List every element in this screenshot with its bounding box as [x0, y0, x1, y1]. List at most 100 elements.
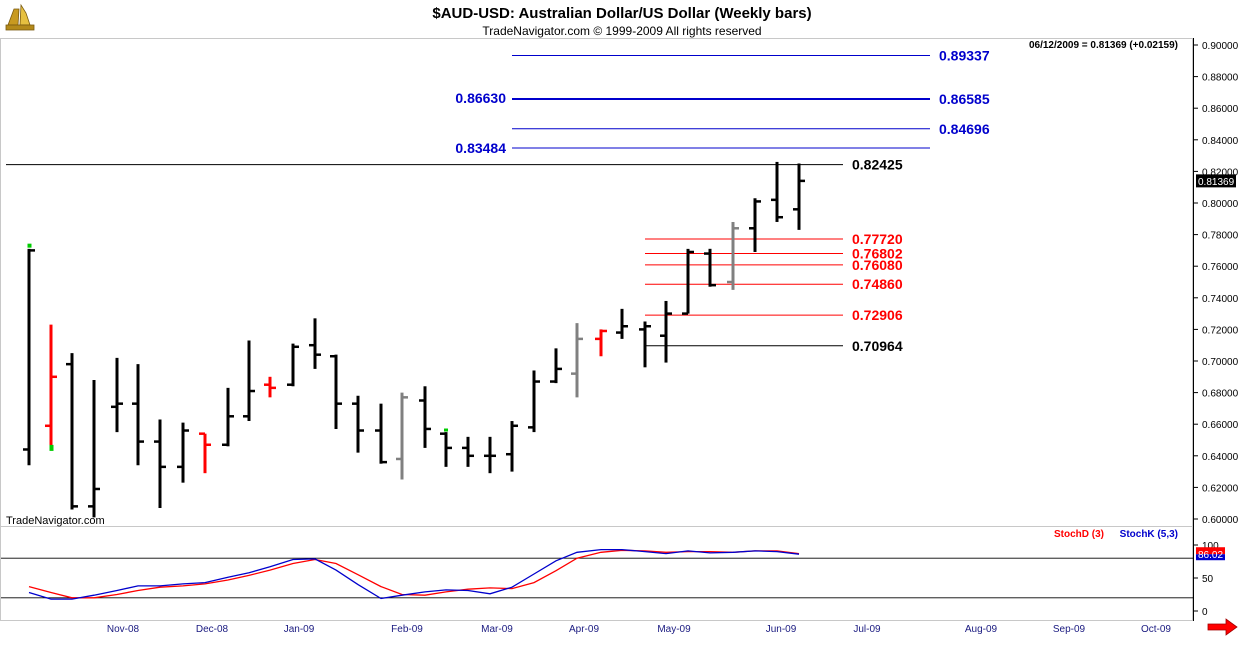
level-label: 0.86630 — [455, 90, 506, 106]
x-tick-label: Mar-09 — [481, 624, 513, 635]
ohlc-bar — [111, 357, 123, 433]
level-label: 0.76802 — [852, 246, 903, 262]
ohlc-bar — [528, 370, 540, 433]
copyright-text: TradeNavigator.com © 1999-2009 All right… — [482, 24, 761, 38]
stoch-series-line — [28, 548, 800, 600]
signal-marker — [27, 243, 32, 248]
ohlc-bar — [66, 353, 78, 510]
level-label: 0.77720 — [852, 231, 903, 247]
watermark-text: TradeNavigator.com — [6, 515, 105, 527]
scroll-right-arrow-icon[interactable] — [1207, 618, 1238, 636]
stoch-series-line — [28, 549, 800, 599]
stoch-y-tick-label: 50 — [1202, 574, 1214, 585]
ohlc-bar — [419, 386, 431, 448]
y-tick-label: 0.70000 — [1202, 357, 1239, 368]
level-label: 0.83484 — [455, 140, 506, 156]
stoch-y-tick-label: 100 — [1202, 541, 1219, 552]
x-tick-label: Apr-09 — [569, 624, 599, 635]
main-plot-frame — [0, 38, 1193, 527]
stoch-legend-k: StochK (5,3) — [1120, 529, 1178, 540]
y-tick-label: 0.86000 — [1202, 104, 1239, 115]
y-tick-label: 0.78000 — [1202, 231, 1239, 242]
ohlc-bar — [154, 419, 166, 508]
ohlc-bar — [571, 323, 583, 398]
x-tick-label: Oct-09 — [1141, 624, 1171, 635]
ohlc-bar — [727, 221, 739, 290]
y-tick-label: 0.60000 — [1202, 515, 1239, 526]
ohlc-bar — [396, 392, 408, 480]
stoch-last-value: 86.02 — [1198, 550, 1223, 561]
y-tick-label: 0.66000 — [1202, 420, 1239, 431]
ohlc-bar — [23, 248, 35, 466]
x-tick-label: Sep-09 — [1053, 624, 1086, 635]
logo-icon — [5, 3, 35, 31]
signal-marker — [49, 444, 54, 451]
stoch-last-box-bottom — [1196, 554, 1225, 561]
level-label: 0.74860 — [852, 276, 903, 292]
ohlc-bar — [222, 387, 234, 447]
x-tick-label: Jul-09 — [853, 624, 881, 635]
last-price-label: 0.81369 — [1198, 177, 1235, 188]
level-label: 0.84696 — [939, 121, 990, 137]
stoch-legend-d: StochD (3) — [1054, 529, 1104, 540]
stoch-plot-frame — [0, 526, 1193, 621]
ohlc-bar — [704, 248, 716, 287]
chart-title: $AUD-USD: Australian Dollar/US Dollar (W… — [432, 5, 811, 22]
x-tick-label: Aug-09 — [965, 624, 998, 635]
ohlc-bar — [375, 403, 387, 464]
ohlc-bar — [45, 324, 57, 448]
ohlc-bar — [177, 422, 189, 483]
x-tick-label: Dec-08 — [196, 624, 229, 635]
stoch-y-tick-label: 0 — [1202, 607, 1208, 618]
ohlc-bar — [309, 318, 321, 369]
ohlc-bar — [639, 321, 651, 368]
ohlc-bar — [243, 340, 255, 422]
ohlc-bar — [550, 348, 562, 384]
y-tick-label: 0.90000 — [1202, 41, 1239, 52]
ohlc-bar — [88, 379, 100, 518]
y-tick-label: 0.62000 — [1202, 483, 1239, 494]
level-label: 0.76080 — [852, 257, 903, 273]
ohlc-bar — [352, 395, 364, 453]
level-label: 0.86585 — [939, 91, 990, 107]
ohlc-bar — [682, 248, 694, 315]
y-tick-label: 0.84000 — [1202, 136, 1239, 147]
level-label: 0.70964 — [852, 338, 903, 354]
ohlc-bar — [595, 329, 607, 357]
ohlc-bar — [771, 161, 783, 222]
y-tick-label: 0.80000 — [1202, 199, 1239, 210]
ohlc-bar — [440, 432, 452, 467]
x-tick-label: May-09 — [657, 624, 691, 635]
level-label: 0.72906 — [852, 307, 903, 323]
y-tick-label: 0.74000 — [1202, 294, 1239, 305]
last-quote: 06/12/2009 = 0.81369 (+0.02159) — [1029, 40, 1178, 51]
x-tick-label: Jan-09 — [284, 624, 315, 635]
y-tick-label: 0.64000 — [1202, 452, 1239, 463]
ohlc-bar — [506, 421, 518, 472]
ohlc-bar — [132, 364, 144, 466]
level-label: 0.82425 — [852, 157, 903, 173]
y-tick-label: 0.76000 — [1202, 262, 1239, 273]
ohlc-bar — [616, 308, 628, 339]
ohlc-bar — [749, 198, 761, 252]
y-tick-label: 0.88000 — [1202, 73, 1239, 84]
ohlc-bar — [264, 376, 276, 398]
x-tick-label: Nov-08 — [107, 624, 140, 635]
ohlc-bar — [199, 432, 211, 474]
x-tick-label: Jun-09 — [766, 624, 797, 635]
ohlc-bar — [287, 343, 299, 387]
ohlc-bar — [484, 436, 496, 474]
x-tick-label: Feb-09 — [391, 624, 423, 635]
ohlc-bar — [660, 300, 672, 363]
level-label: 0.89337 — [939, 47, 990, 63]
last-price-box — [1196, 174, 1236, 188]
y-tick-label: 0.82000 — [1202, 167, 1239, 178]
signal-marker — [444, 428, 448, 432]
ohlc-bar — [330, 354, 342, 429]
ohlc-bar — [462, 436, 474, 467]
y-tick-label: 0.68000 — [1202, 389, 1239, 400]
stoch-last-box-top — [1196, 547, 1225, 555]
y-tick-label: 0.72000 — [1202, 325, 1239, 336]
